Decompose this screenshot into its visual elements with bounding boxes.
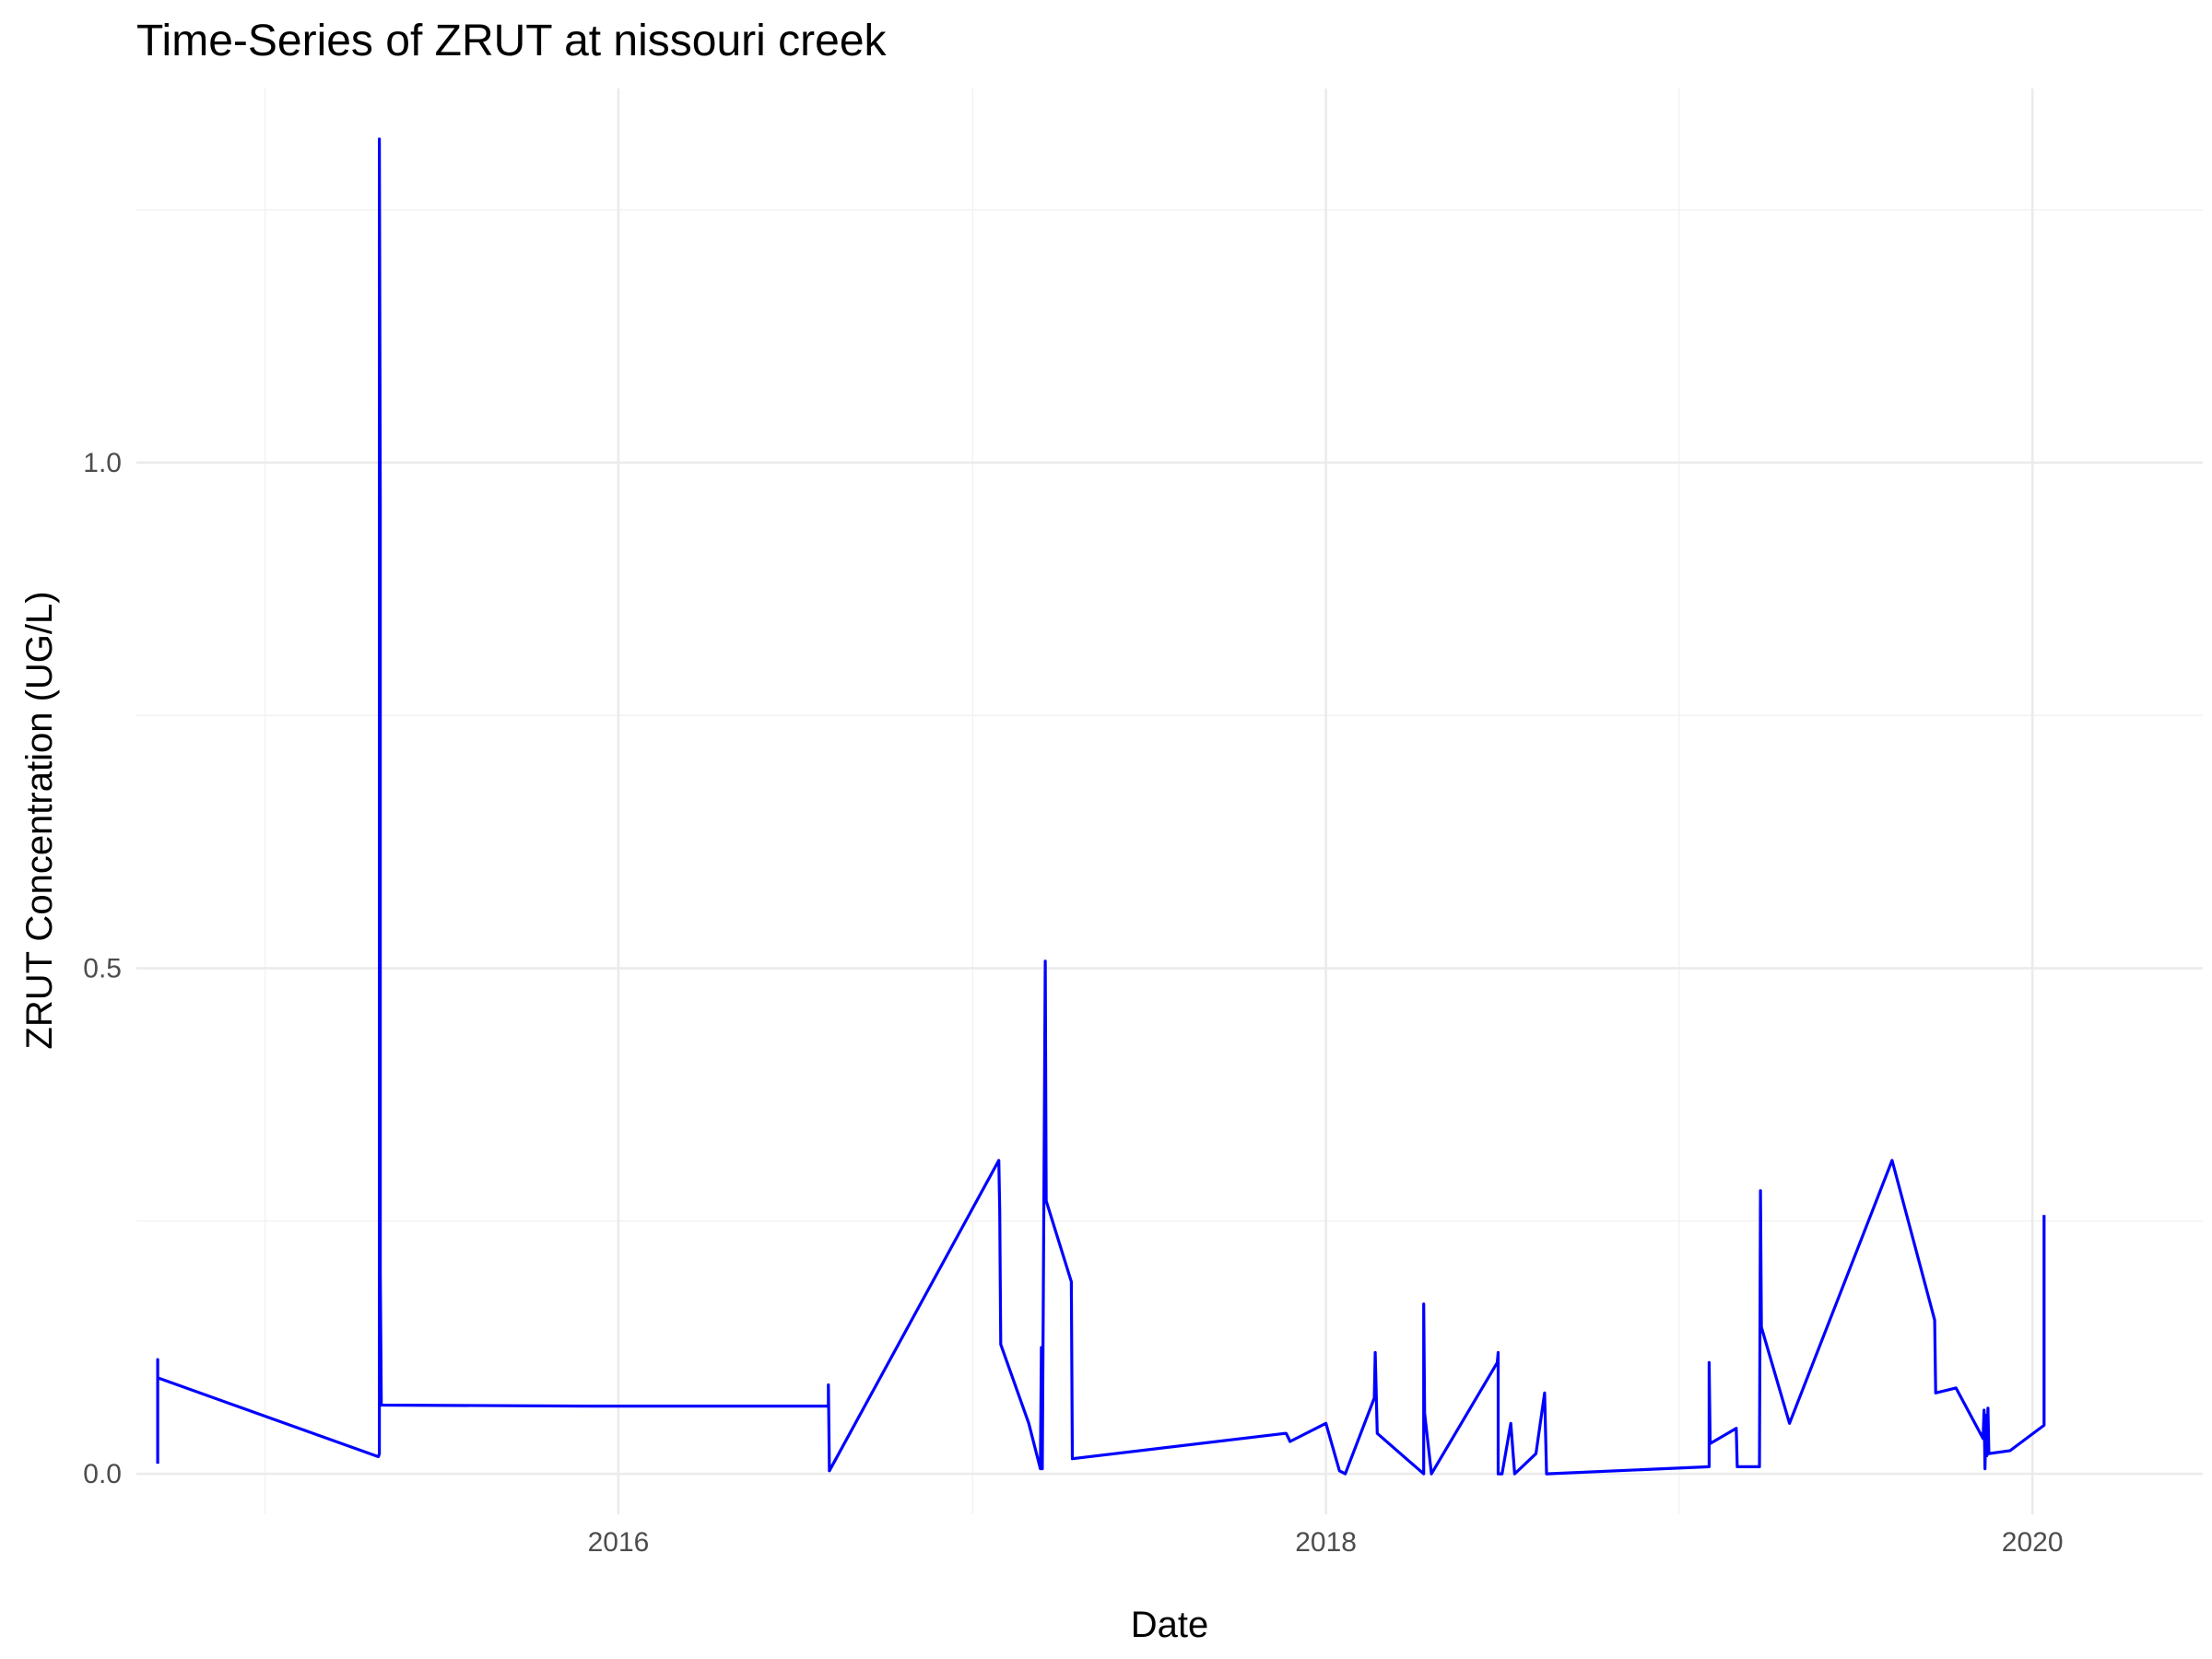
y-axis-title: ZRUT Concentration (UG/L) [19,591,60,1049]
x-tick-label: 2020 [2002,1527,2064,1558]
major-x-gridlines [617,88,2034,1514]
y-tick-label: 0.0 [83,1459,122,1489]
x-axis-title: Date [1131,1605,1209,1645]
minor-x-gridlines [264,88,1680,1514]
plot-area [136,88,2203,1514]
y-axis-tick-labels: 0.0 0.5 1.0 [83,448,122,1489]
chart-title: Time-Series of ZRUT at nissouri creek [136,17,888,65]
zrut-concentration-line [156,137,2046,1476]
x-tick-label: 2016 [588,1527,650,1558]
x-tick-label: 2018 [1295,1527,1357,1558]
y-tick-label: 1.0 [83,448,122,478]
minor-y-gridlines [136,208,2203,1222]
x-axis-tick-labels: 2016 2018 2020 [588,1527,2064,1558]
y-tick-label: 0.5 [83,954,122,984]
major-y-gridlines [136,461,2203,1476]
